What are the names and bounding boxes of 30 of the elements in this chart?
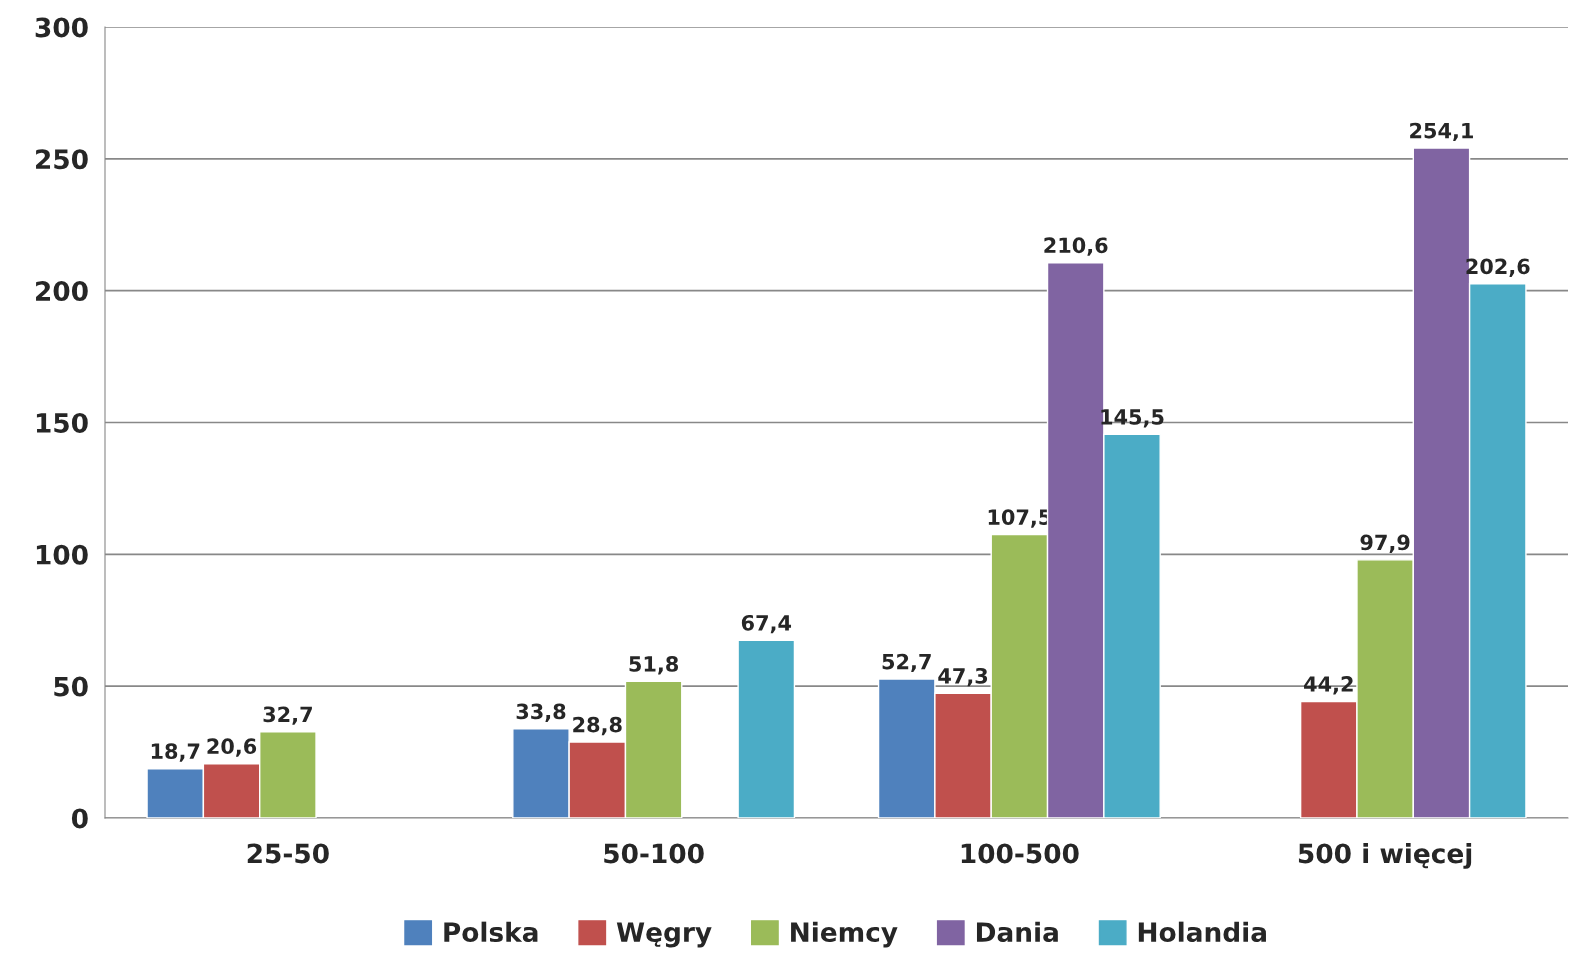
y-tick-label: 250 [36, 149, 88, 170]
data-label: 210,6 [1044, 237, 1108, 256]
y-tick-label: 0 [71, 808, 88, 829]
data-label: 44,2 [1304, 676, 1353, 695]
y-tick-label: 100 [36, 544, 88, 565]
data-label: 51,8 [629, 656, 679, 675]
y-tick-label: 200 [36, 281, 88, 302]
y-tick-label: 50 [54, 676, 88, 697]
data-label: 67,4 [741, 614, 792, 634]
bar [737, 639, 796, 818]
y-tick-label: 150 [36, 412, 88, 433]
data-label: 33,8 [516, 703, 566, 722]
data-label: 18,7 [151, 743, 200, 762]
y-tick-label: 300 [35, 17, 88, 38]
x-tick-label: 100-500 [961, 843, 1079, 864]
data-label: 32,7 [263, 706, 312, 725]
x-tick-label: 25-50 [247, 843, 329, 864]
data-label: 47,3 [938, 667, 988, 687]
legend-label: Dania [976, 921, 1058, 943]
data-label: 28,8 [573, 716, 622, 736]
data-label: 20,6 [207, 738, 257, 757]
x-tick-label: 50-100 [604, 843, 704, 864]
data-label: 97,9 [1360, 534, 1410, 553]
legend-label: Holandia [1138, 921, 1266, 943]
x-tick-label: 500 i więcej [1298, 843, 1472, 869]
legend-label: Polska [444, 921, 538, 943]
data-label: 52,7 [882, 653, 931, 673]
legend-label: Niemcy [791, 921, 898, 948]
legend-label: Węgry [616, 922, 712, 948]
data-label: 254,1 [1410, 122, 1473, 142]
